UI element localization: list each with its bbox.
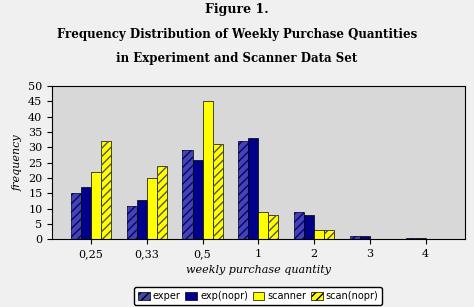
Bar [324, 230, 334, 239]
Bar [147, 178, 157, 239]
Bar [182, 150, 192, 239]
Bar [137, 200, 147, 239]
Bar [212, 144, 223, 239]
Bar [212, 144, 223, 239]
Bar [416, 238, 426, 239]
Text: Frequency Distribution of Weekly Purchase Quantities: Frequency Distribution of Weekly Purchas… [57, 28, 417, 41]
Bar [258, 212, 268, 239]
Bar [127, 206, 137, 239]
Bar [268, 215, 278, 239]
Y-axis label: frequency: frequency [13, 134, 23, 191]
Bar [192, 160, 202, 239]
Bar [350, 236, 360, 239]
X-axis label: weekly purchase quantity: weekly purchase quantity [186, 265, 331, 275]
Bar [202, 101, 212, 239]
Bar [314, 230, 324, 239]
Bar [101, 141, 111, 239]
Bar [238, 141, 248, 239]
Bar [71, 193, 81, 239]
Text: Figure 1.: Figure 1. [205, 3, 269, 16]
Bar [324, 230, 334, 239]
Bar [91, 172, 101, 239]
Bar [294, 212, 304, 239]
Bar [304, 215, 314, 239]
Bar [406, 238, 416, 239]
Bar [182, 150, 192, 239]
Bar [101, 141, 111, 239]
Bar [127, 206, 137, 239]
Bar [81, 187, 91, 239]
Bar [268, 215, 278, 239]
Bar [157, 166, 167, 239]
Bar [238, 141, 248, 239]
Bar [71, 193, 81, 239]
Bar [350, 236, 360, 239]
Bar [294, 212, 304, 239]
Bar [157, 166, 167, 239]
Bar [360, 236, 370, 239]
Bar [248, 138, 258, 239]
Legend: exper, exp(nopr), scanner, scan(nopr): exper, exp(nopr), scanner, scan(nopr) [134, 287, 383, 305]
Bar [406, 238, 416, 239]
Text: in Experiment and Scanner Data Set: in Experiment and Scanner Data Set [117, 52, 357, 65]
